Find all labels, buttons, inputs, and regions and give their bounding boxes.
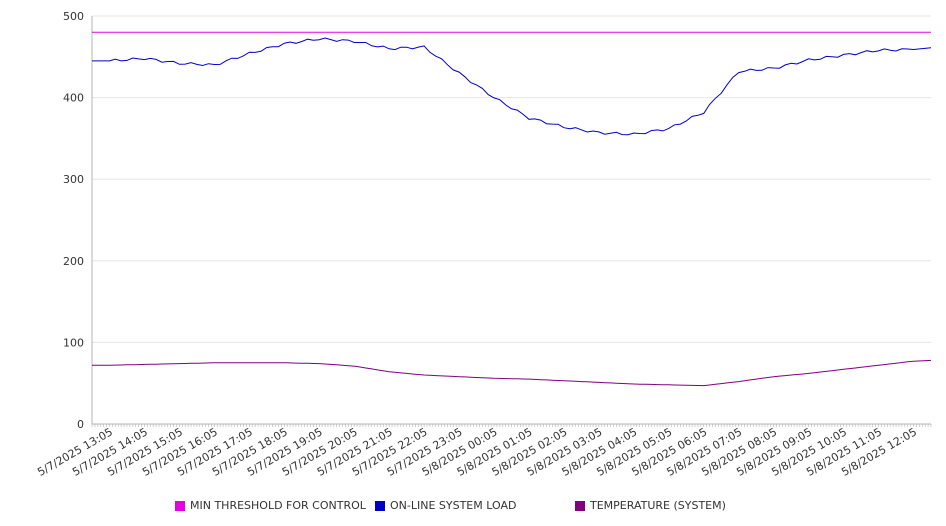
legend-item-system-load[interactable]: ON-LINE SYSTEM LOAD xyxy=(375,499,516,512)
legend-label-temperature: TEMPERATURE (SYSTEM) xyxy=(590,499,726,512)
legend-swatch-system-load xyxy=(375,500,385,511)
legend: MIN THRESHOLD FOR CONTROL ON-LINE SYSTEM… xyxy=(0,496,946,516)
legend-label-system-load: ON-LINE SYSTEM LOAD xyxy=(390,499,517,512)
legend-swatch-temperature xyxy=(575,500,585,511)
grid-lines xyxy=(92,15,931,343)
legend-swatch-min-threshold xyxy=(175,500,185,511)
y-tick-label: 200 xyxy=(63,255,84,268)
y-tick-label: 0 xyxy=(77,418,84,431)
legend-label-min-threshold: MIN THRESHOLD FOR CONTROL xyxy=(190,499,366,512)
series-line-on-line-system-load xyxy=(92,37,932,136)
y-tick-label: 300 xyxy=(63,173,84,186)
y-tick-label: 100 xyxy=(63,336,84,349)
series-lines xyxy=(92,31,932,387)
axes xyxy=(91,16,932,427)
legend-item-min-threshold[interactable]: MIN THRESHOLD FOR CONTROL xyxy=(175,499,366,512)
y-tick-label: 500 xyxy=(63,10,84,23)
series-line-temperature-system xyxy=(92,359,932,387)
legend-item-temperature[interactable]: TEMPERATURE (SYSTEM) xyxy=(575,499,726,512)
y-tick-label: 400 xyxy=(63,92,84,105)
